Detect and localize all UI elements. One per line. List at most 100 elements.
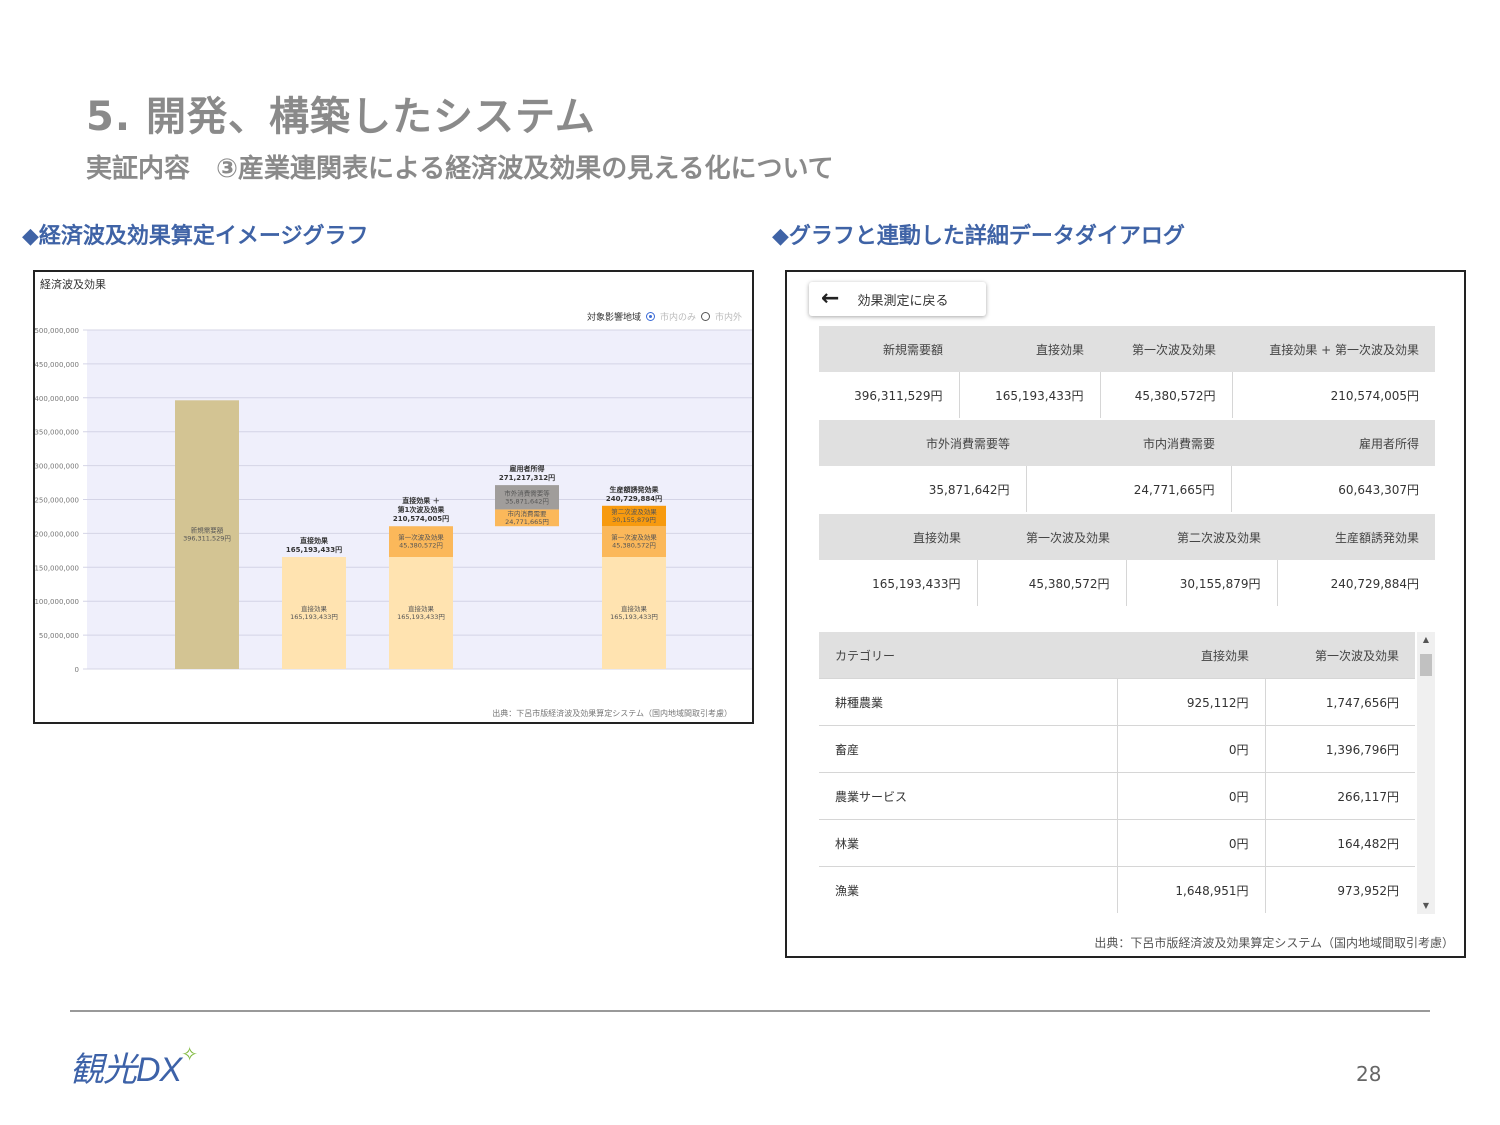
- header-direct-effect-2: 直接効果: [819, 514, 977, 560]
- bar-total-label: 240,729,884円: [606, 495, 662, 503]
- segment-label: 24,771,665円: [505, 518, 549, 526]
- y-tick-label: 250,000,000: [35, 497, 79, 505]
- arrow-left-icon: ←: [821, 286, 840, 311]
- scroll-up-icon[interactable]: ▲: [1422, 635, 1430, 644]
- segment-label: 45,380,572円: [399, 542, 443, 550]
- category-table: カテゴリー 直接効果 第一次波及効果 耕種農業 925,112円 1,747,6…: [819, 632, 1415, 913]
- segment-label: 直接効果: [301, 604, 328, 613]
- bar-segment: [602, 556, 666, 669]
- category-name: 林業: [819, 819, 1117, 867]
- segment-label: 市内消費需要: [508, 509, 548, 518]
- scroll-down-icon[interactable]: ▼: [1422, 901, 1430, 910]
- segment-label: 165,193,433円: [610, 613, 658, 621]
- header-employee-income: 雇用者所得: [1231, 420, 1435, 466]
- y-tick-label: 300,000,000: [35, 463, 79, 471]
- footer-divider: [70, 1010, 1430, 1012]
- value-first-effect-2: 45,380,572円: [976, 560, 1126, 606]
- value-first-effect: 45,380,572円: [1099, 372, 1232, 418]
- y-tick-label: 450,000,000: [35, 361, 79, 369]
- category-first: 973,952円: [1264, 866, 1415, 913]
- y-tick-label: 150,000,000: [35, 564, 79, 572]
- bar-total-label: 生産額誘発効果: [610, 485, 659, 494]
- value-second-effect: 30,155,879円: [1125, 560, 1277, 606]
- header-cat-first: 第一次波及効果: [1265, 632, 1415, 679]
- bar-total-label: 第1次波及効果: [398, 505, 445, 514]
- category-direct: 925,112円: [1116, 678, 1265, 726]
- radio-city-outside-icon[interactable]: [700, 312, 710, 321]
- bar-segment: [389, 556, 453, 669]
- value-employee-income: 60,643,307円: [1230, 466, 1435, 512]
- bar-segment: [389, 526, 453, 557]
- y-tick-label: 500,000,000: [35, 327, 79, 335]
- segment-label: 第二次波及効果: [611, 507, 657, 516]
- header-second-effect: 第二次波及効果: [1126, 514, 1277, 560]
- segment-label: 30,155,879円: [612, 516, 656, 524]
- segment-label: 35,871,642円: [505, 497, 549, 505]
- table-row: 耕種農業 925,112円 1,747,656円: [819, 678, 1415, 726]
- segment-label: 396,311,529円: [183, 535, 231, 543]
- segment-label: 新規需要額: [191, 526, 224, 535]
- category-scrollbar[interactable]: ▲ ▼: [1417, 632, 1435, 914]
- dialog-source-note: 出典：下呂市版経済波及効果算定システム（国内地域間取引考慮）: [1094, 936, 1454, 950]
- slide-title: 5. 開発、構築したシステム: [86, 94, 596, 140]
- category-direct: 0円: [1116, 725, 1265, 773]
- table-row: 林業 0円 164,482円: [819, 819, 1415, 867]
- slide-subtitle: 実証内容 ③産業連関表による経済波及効果の見える化について: [86, 154, 834, 184]
- bar-total-label: 271,217,312円: [499, 474, 555, 482]
- y-tick-label: 50,000,000: [39, 632, 79, 640]
- category-name: 農業サービス: [819, 772, 1117, 820]
- y-tick-label: 0: [75, 666, 79, 674]
- bar-segment: [282, 556, 346, 669]
- header-direct-plus-first: 直接効果 + 第一次波及効果: [1232, 326, 1435, 372]
- bar-total-label: 雇用者所得: [510, 464, 545, 473]
- logo-text: 観光: [70, 1050, 137, 1090]
- category-table-container[interactable]: カテゴリー 直接効果 第一次波及効果 耕種農業 925,112円 1,747,6…: [819, 632, 1435, 914]
- bar-total-label: 直接効果 ＋: [402, 496, 439, 505]
- category-name: 畜産: [819, 725, 1117, 773]
- value-direct-effect-2: 165,193,433円: [872, 576, 961, 591]
- dialog-section-heading: ◆グラフと連動した詳細データダイアログ: [772, 224, 1185, 249]
- value-new-demand: 396,311,529円: [854, 388, 943, 403]
- header-new-demand: 新規需要額: [819, 326, 959, 372]
- header-first-effect-2: 第一次波及効果: [977, 514, 1126, 560]
- category-direct: 0円: [1116, 819, 1265, 867]
- header-cat-direct: 直接効果: [1117, 632, 1265, 679]
- bar-segment: [602, 505, 666, 527]
- segment-label: 直接効果: [621, 604, 648, 613]
- radio-city-only-label[interactable]: 市内のみ: [659, 313, 696, 323]
- header-outside-consumption: 市外消費需要等: [819, 420, 1026, 466]
- kanko-dx-logo: 観光DX✧: [70, 1042, 198, 1091]
- header-first-effect: 第一次波及効果: [1100, 326, 1232, 372]
- value-outside-consumption: 35,871,642円: [928, 482, 1010, 497]
- region-selector-label: 対象影響地域: [586, 313, 641, 323]
- value-direct-effect: 165,193,433円: [958, 372, 1100, 418]
- value-inside-consumption: 24,771,665円: [1025, 466, 1231, 512]
- chart-source-note: 出典：下呂市版経済波及効果算定システム（国内地域間取引考慮）: [492, 709, 732, 718]
- value-production-induced: 240,729,884円: [1276, 560, 1435, 606]
- category-direct: 1,648,951円: [1116, 866, 1265, 913]
- bar-total-label: 165,193,433円: [286, 546, 342, 554]
- summary-table-consumption: 市外消費需要等 市内消費需要 雇用者所得 35,871,642円 24,771,…: [819, 420, 1435, 512]
- radio-city-outside-label[interactable]: 市内外: [714, 313, 742, 323]
- header-production-induced: 生産額誘発効果: [1277, 514, 1435, 560]
- category-first: 164,482円: [1264, 819, 1415, 867]
- segment-label: 165,193,433円: [397, 613, 445, 621]
- bar-segment: [175, 400, 239, 669]
- segment-label: 第一次波及効果: [611, 533, 657, 542]
- segment-label: 45,380,572円: [612, 542, 656, 550]
- header-direct-effect: 直接効果: [959, 326, 1100, 372]
- summary-table-production: 直接効果 第一次波及効果 第二次波及効果 生産額誘発効果 165,193,433…: [819, 514, 1435, 606]
- header-category: カテゴリー: [819, 632, 1117, 679]
- segment-label: 第一次波及効果: [398, 533, 444, 542]
- detail-data-dialog: ← 効果測定に戻る 新規需要額 直接効果 第一次波及効果 直接効果 + 第一次波…: [785, 270, 1466, 958]
- table-row: 漁業 1,648,951円 973,952円: [819, 866, 1415, 913]
- category-name: 漁業: [819, 866, 1117, 913]
- region-selector: 対象影響地域 市内のみ 市内外: [587, 310, 742, 323]
- table-row: 農業サービス 0円 266,117円: [819, 772, 1415, 820]
- scroll-thumb[interactable]: [1420, 654, 1432, 676]
- logo-dx: DX: [136, 1051, 182, 1089]
- radio-city-only-icon[interactable]: [645, 312, 655, 321]
- back-to-measurement-button[interactable]: ← 効果測定に戻る: [809, 282, 986, 316]
- summary-table-demand: 新規需要額 直接効果 第一次波及効果 直接効果 + 第一次波及効果 396,31…: [819, 326, 1435, 418]
- chart-section-heading: ◆経済波及効果算定イメージグラフ: [22, 224, 369, 249]
